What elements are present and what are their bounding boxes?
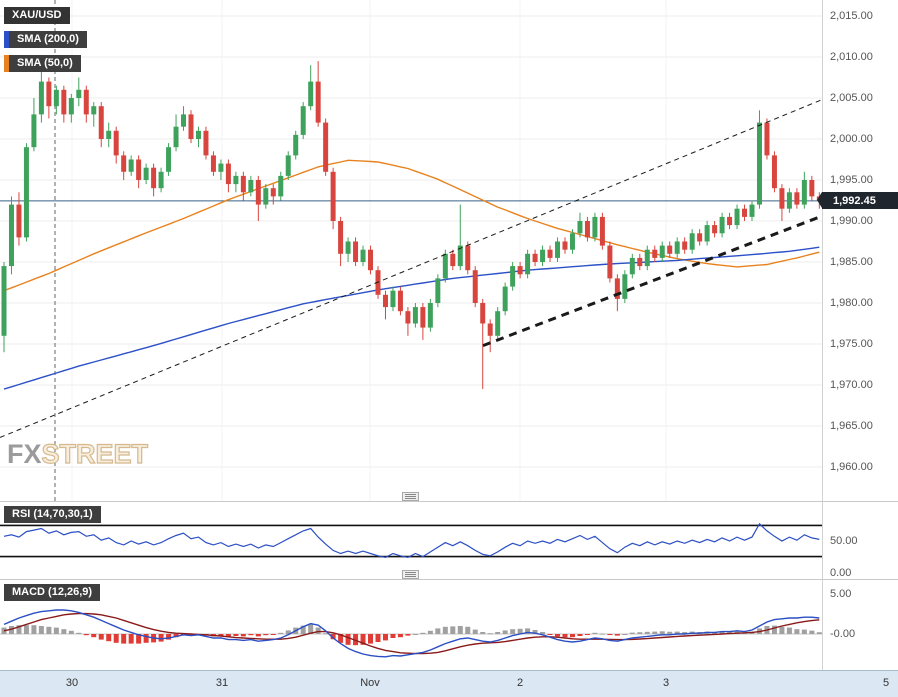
price-tick-label: 1,980.00 [830,296,873,309]
time-tick-label: 2 [516,677,524,689]
panel-resize-grip-icon[interactable] [402,570,419,579]
panel-resize-grip-icon[interactable] [402,492,419,501]
panel-separator[interactable] [0,579,898,580]
sma200-badge[interactable]: SMA (200,0) [4,31,87,48]
time-tick-label: 30 [65,677,79,689]
price-tick-label: 1,995.00 [830,173,873,186]
symbol-badge[interactable]: XAU/USD [4,7,70,24]
rsi-tick-label: 50.00 [830,535,858,547]
price-tick-label: 2,000.00 [830,132,873,145]
time-axis[interactable] [0,670,898,697]
sma50-badge[interactable]: SMA (50,0) [4,55,81,72]
price-tick-label: 2,005.00 [830,91,873,104]
last-price-value: 1,992.45 [833,194,876,207]
price-chart-plot[interactable] [0,0,822,502]
fxstreet-watermark: FXSTREET [7,438,149,470]
price-tick-label: 1,990.00 [830,214,873,227]
price-tick-label: 1,985.00 [830,255,873,268]
time-tick-label: 31 [215,677,229,689]
time-tick-label: Nov [360,677,380,689]
macd-plot[interactable] [0,580,822,670]
price-tick-label: 1,970.00 [830,378,873,391]
macd-tick-label: -0.00 [830,628,856,640]
price-tick-label: 1,965.00 [830,419,873,432]
panel-separator[interactable] [0,501,898,502]
price-tick-label: 2,010.00 [830,50,873,63]
last-price-badge: 1,992.45 [817,192,898,210]
macd-tick-label: 5.00 [830,588,852,600]
macd-badge[interactable]: MACD (12,26,9) [4,584,101,601]
axis-separator [822,0,823,670]
rsi-badge[interactable]: RSI (14,70,30,1) [4,506,101,523]
price-tick-label: 2,015.00 [830,9,873,22]
price-tick-label: 1,960.00 [830,460,873,473]
rsi-tick-label: 0.00 [830,567,852,579]
rsi-plot[interactable] [0,502,822,580]
time-tick-label: 3 [662,677,670,689]
time-tick-label: 5 [882,677,890,689]
watermark-fx: FX [7,439,42,469]
price-badge-arrow-icon [817,192,822,209]
watermark-street: STREET [41,438,149,469]
price-tick-label: 1,975.00 [830,337,873,350]
